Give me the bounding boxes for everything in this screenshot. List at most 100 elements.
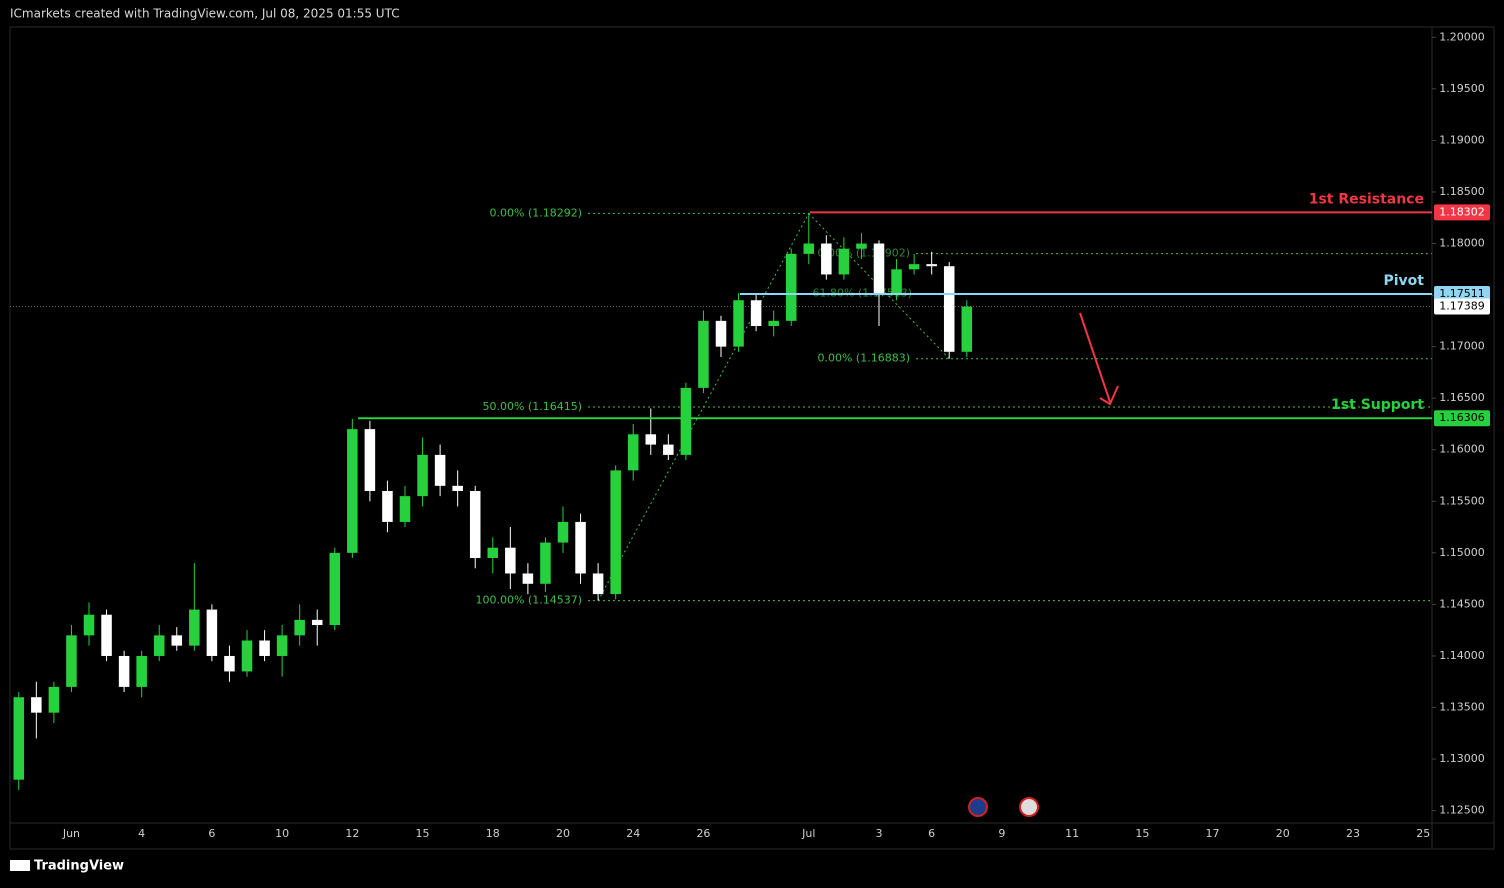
price-badge [1434,298,1490,315]
candle-body [487,547,499,559]
logo [10,860,30,871]
candle-body [856,243,867,249]
candle-body [768,320,779,327]
candle-body [382,490,393,522]
candle-body [961,306,973,352]
candle-body [399,496,411,522]
candle-body [891,269,902,296]
candle-body [434,454,446,486]
x-tick-label: 3 [876,827,883,840]
price-badge [1434,204,1490,221]
x-tick-label: 10 [275,827,289,840]
candle-body [136,655,147,687]
candle-body [522,573,534,584]
x-tick-label: Jul [801,827,815,840]
x-tick-label: 9 [998,827,1005,840]
y-tick-label: 1.16000 [1439,443,1485,456]
price-badge [1434,410,1490,427]
price-badge-label: 1.17511 [1439,287,1485,300]
candle-body [645,434,657,445]
candle-body [31,697,42,713]
fib-label: 0.00% (1.16883) [817,352,910,365]
x-tick-label: 11 [1065,827,1079,840]
price-badge [1434,285,1490,302]
candle-body [926,264,937,267]
candle-body [575,521,586,574]
candle-body [469,490,481,559]
candle-body [803,243,815,254]
candle-body [540,542,551,584]
candle-body [329,552,341,626]
candle-body [276,635,288,656]
last-price-label: 1.17389 [1439,300,1485,313]
x-tick-label: 25 [1416,827,1430,840]
x-tick-label: 6 [208,827,215,840]
candle-body [83,614,95,636]
candle-body [908,264,920,270]
candle-body [347,429,358,553]
x-tick-label: 23 [1346,827,1360,840]
candle-body [118,655,130,687]
candle-body [838,248,850,275]
x-tick-label: 15 [416,827,430,840]
fib-label: 50.00% (1.16415) [482,400,582,413]
candle-body [663,444,674,455]
candle-body [610,470,621,595]
candle-body [592,573,604,595]
x-tick-label: 20 [1276,827,1290,840]
y-tick-label: 1.19500 [1439,82,1485,95]
candle-body [785,253,797,321]
candle-body [311,619,323,626]
fib-label: 0.00% (1.18292) [489,206,582,219]
y-tick-label: 1.18500 [1439,185,1485,198]
x-tick-label: Jun [62,827,80,840]
candle-body [189,609,200,646]
y-tick-label: 1.15500 [1439,494,1485,507]
candle-body [943,266,955,352]
y-tick-label: 1.15000 [1439,546,1485,559]
candle-body [259,640,270,656]
candle-body [241,640,253,672]
footer: TradingView [34,859,124,874]
candle-body [171,635,183,646]
candle-body [13,697,25,780]
y-tick-label: 1.19000 [1439,133,1485,146]
candle-body [101,614,112,656]
y-tick-label: 1.14000 [1439,649,1485,662]
x-tick-label: 12 [345,827,359,840]
level-name: 1st Resistance [1309,191,1424,207]
candle-body [417,454,428,497]
x-tick-label: 26 [696,827,710,840]
x-tick-label: 24 [626,827,640,840]
x-tick-label: 17 [1206,827,1220,840]
level-name: Pivot [1384,273,1425,289]
logo-mark [10,860,30,871]
x-tick-label: 15 [1135,827,1149,840]
candle-body [66,635,77,687]
candle-body [153,635,165,656]
fib-trend [597,213,810,601]
candle-body [48,686,60,713]
candle-body [505,547,516,574]
event-icon[interactable] [968,797,988,817]
candle-body [206,609,218,656]
candle-body [294,619,305,636]
y-tick-label: 1.13000 [1439,752,1485,765]
event-icon[interactable] [1019,797,1039,817]
candle-body [873,243,885,296]
candle-body [452,485,463,491]
candle-body [680,387,692,455]
frame [9,26,1495,850]
fib-label: 100.00% (1.14537) [475,594,582,607]
arrow-head [1099,385,1119,406]
candle-body [224,655,235,672]
y-tick-label: 1.20000 [1439,30,1485,43]
y-tick-label: 1.14500 [1439,597,1485,610]
x-tick-label: 6 [928,827,935,840]
candle-body [821,243,832,275]
y-tick-label: 1.18000 [1439,237,1485,250]
price-badge-label: 1.18302 [1439,205,1485,218]
candle-body [733,300,744,347]
y-tick-label: 1.16500 [1439,391,1485,404]
